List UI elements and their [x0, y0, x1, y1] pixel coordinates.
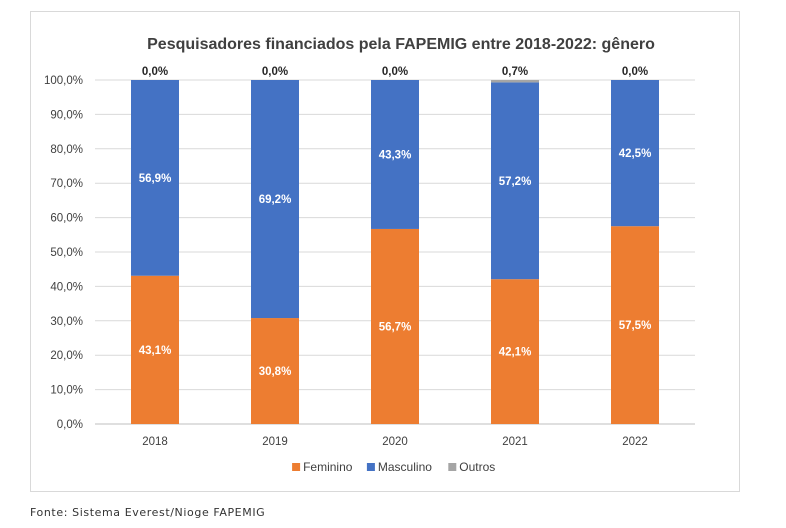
x-tick-label: 2022 — [622, 436, 648, 448]
data-label-feminino-2020: 56,7% — [379, 321, 412, 333]
data-label-outros-2021: 0,7% — [502, 66, 528, 78]
data-label-masculino-2019: 69,2% — [259, 194, 292, 206]
y-tick-label: 50,0% — [50, 247, 83, 259]
data-label-masculino-2021: 57,2% — [499, 176, 532, 188]
data-label-outros-2019: 0,0% — [262, 66, 288, 78]
data-label-outros-2020: 0,0% — [382, 66, 408, 78]
legend-label-outros: Outros — [459, 460, 495, 474]
data-label-masculino-2022: 42,5% — [619, 148, 652, 160]
y-tick-label: 40,0% — [50, 281, 83, 293]
y-axis-ticks: 0,0% 10,0% 20,0% 30,0% 40,0% 50,0% 60,0% 70,0% 8… — [44, 75, 83, 431]
legend-label-feminino: Feminino — [303, 460, 353, 474]
data-label-outros-2018: 0,0% — [142, 66, 168, 78]
legend-swatch-outros — [448, 463, 457, 471]
bar-masculino-2021 — [491, 82, 539, 280]
data-labels: 43,1% 56,9% 0,0% 30,8% 69,2% 0,0% 56,7% 43,3% 0,… — [139, 66, 652, 378]
bar-masculino-2018 — [131, 80, 179, 276]
bar-feminino-2022 — [611, 226, 659, 424]
bar-masculino-2020 — [371, 80, 419, 229]
x-tick-label: 2020 — [382, 436, 408, 448]
bar-feminino-2018 — [131, 275, 179, 424]
x-tick-label: 2019 — [262, 436, 288, 448]
source-note: Fonte: Sistema Everest/Nioge FAPEMIG — [30, 506, 266, 519]
x-tick-label: 2021 — [502, 436, 528, 448]
data-label-feminino-2019: 30,8% — [259, 366, 292, 378]
data-label-feminino-2018: 43,1% — [139, 345, 172, 357]
legend-swatch-feminino — [292, 463, 301, 471]
y-tick-label: 60,0% — [50, 213, 83, 225]
bar-feminino-2019 — [251, 318, 299, 424]
y-tick-label: 10,0% — [50, 385, 83, 397]
y-tick-label: 100,0% — [44, 75, 83, 87]
data-label-feminino-2021: 42,1% — [499, 347, 532, 359]
bar-masculino-2019 — [251, 80, 299, 319]
bar-feminino-2020 — [371, 228, 419, 424]
y-tick-label: 0,0% — [57, 419, 83, 431]
y-tick-label: 80,0% — [50, 144, 83, 156]
bars — [131, 80, 659, 424]
y-tick-label: 70,0% — [50, 178, 83, 190]
bar-outros-2021 — [491, 80, 539, 83]
legend-label-masculino: Masculino — [378, 460, 432, 474]
data-label-masculino-2020: 43,3% — [379, 149, 412, 161]
data-label-masculino-2018: 56,9% — [139, 173, 172, 185]
legend: Feminino Masculino Outros — [292, 460, 495, 474]
y-tick-label: 20,0% — [50, 350, 83, 362]
legend-swatch-masculino — [366, 463, 375, 471]
bar-masculino-2022 — [611, 80, 659, 227]
x-tick-label: 2018 — [142, 436, 168, 448]
x-axis-ticks: 2018 2019 2020 2021 2022 — [142, 436, 648, 448]
data-label-feminino-2022: 57,5% — [619, 320, 652, 332]
stacked-bar-chart: Pesquisadores financiados pela FAPEMIG e… — [44, 36, 695, 474]
chart-frame: Pesquisadores financiados pela FAPEMIG e… — [30, 11, 740, 492]
y-tick-label: 30,0% — [50, 316, 83, 328]
data-label-outros-2022: 0,0% — [622, 66, 648, 78]
bar-feminino-2021 — [491, 279, 539, 424]
y-tick-label: 90,0% — [50, 109, 83, 121]
chart-title: Pesquisadores financiados pela FAPEMIG e… — [147, 36, 655, 53]
